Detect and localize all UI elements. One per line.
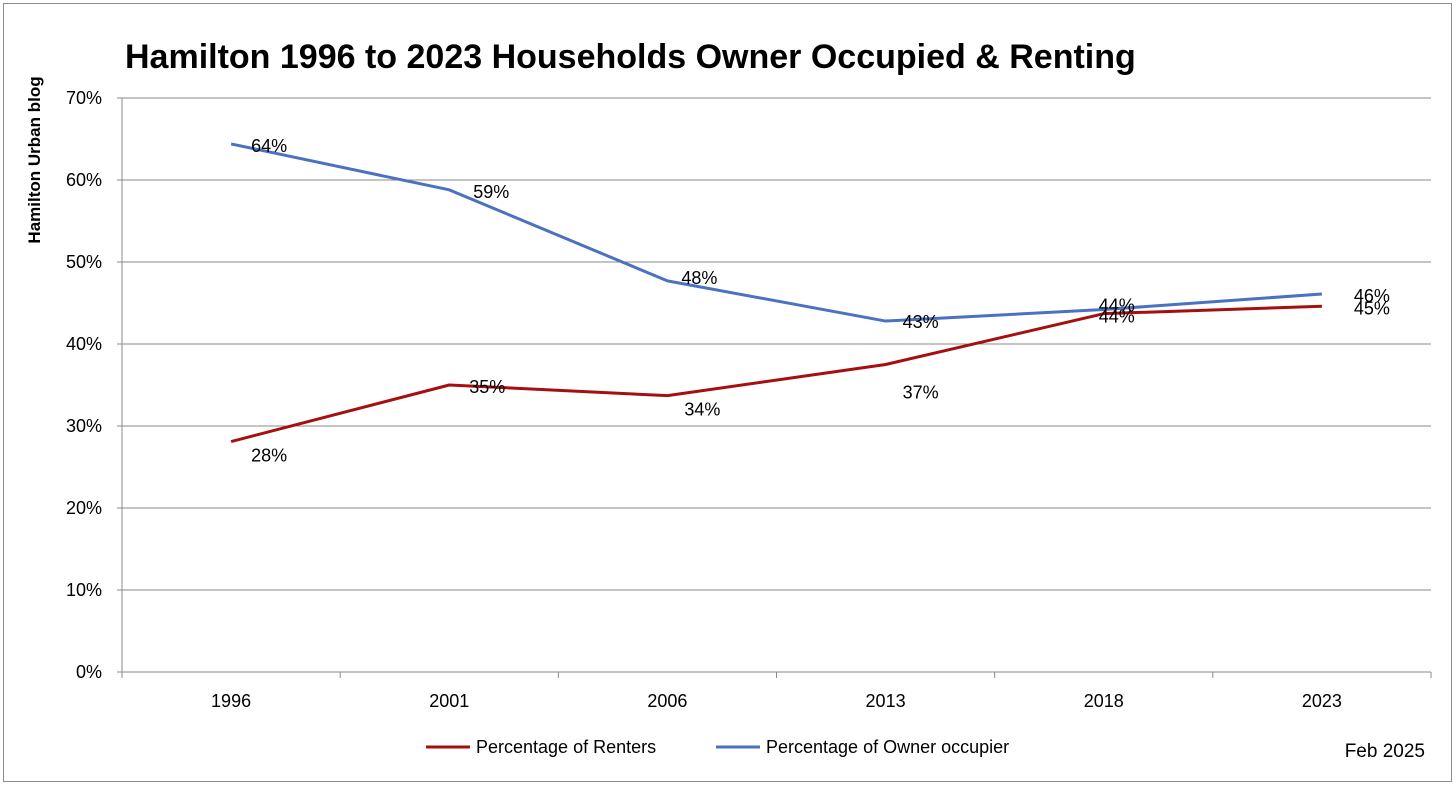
x-tick-label: 2001 [429,691,469,711]
x-tick-label: 2013 [866,691,906,711]
data-label: 35% [469,377,505,397]
data-label: 44% [1099,307,1135,327]
data-label: 28% [251,446,287,466]
series-lines [230,142,1323,444]
legend-label-owners: Percentage of Owner occupier [766,737,1009,757]
y-tick-label: 70% [66,88,102,108]
chart-frame [3,3,1452,782]
legend: Percentage of Renters Percentage of Owne… [426,737,1009,757]
legend-label-renters: Percentage of Renters [476,737,656,757]
chart-title: Hamilton 1996 to 2023 Households Owner O… [125,38,1136,76]
x-tick-label: 1996 [211,691,251,711]
x-tick-label: 2006 [647,691,687,711]
data-labels: 28% 35% 34% 37% 44% 45% 64% 59% 48% 43% 44% 46% [251,136,1390,466]
data-label: 43% [903,312,939,332]
y-tick-label: 0% [76,662,102,682]
y-tick-label: 30% [66,416,102,436]
y-tick-labels: 0% 10% 20% 30% 40% 50% 60% 70% [66,88,102,682]
axes [121,98,1432,678]
data-label: 48% [681,268,717,288]
y-tick-label: 60% [66,170,102,190]
data-label: 46% [1354,286,1390,306]
x-tick-labels: 1996 2001 2006 2013 2018 2023 [211,691,1342,711]
data-label: 34% [684,400,720,420]
y-tick-label: 10% [66,580,102,600]
data-label: 45% [1354,298,1390,318]
data-label: 59% [473,182,509,202]
series-line-renters [230,304,1322,444]
y-tick-label: 50% [66,252,102,272]
data-label: 44% [1099,296,1135,316]
data-label: 37% [903,383,939,403]
gridlines [117,97,1431,673]
data-label: 64% [251,136,287,156]
x-tick-label: 2023 [1302,691,1342,711]
y-tick-label: 40% [66,334,102,354]
date-note: Feb 2025 [1345,741,1425,762]
x-tick-label: 2018 [1084,691,1124,711]
y-axis-label: Hamilton Urban blog [25,76,44,243]
y-tick-label: 20% [66,498,102,518]
series-line-owners [230,142,1323,323]
